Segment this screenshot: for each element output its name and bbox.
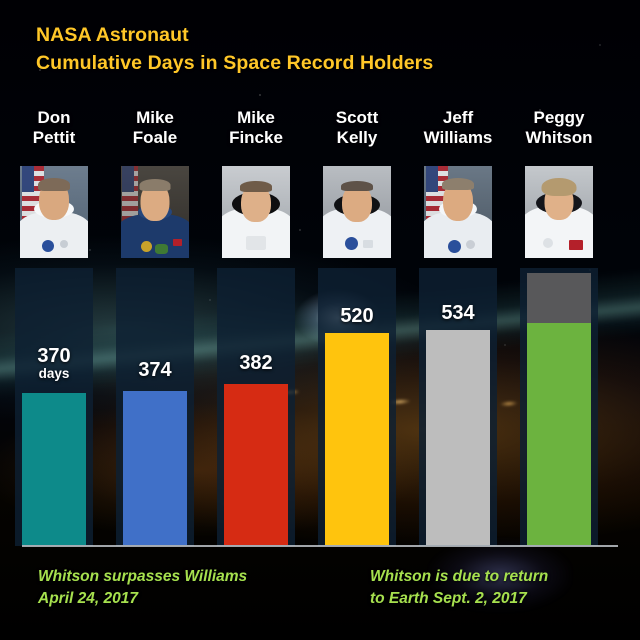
bar-fill-mike-fincke — [224, 384, 288, 545]
bar-fill-scott-kelly — [325, 333, 389, 545]
astronaut-name: Mike Foale — [132, 108, 178, 148]
caption-whitson-return-date: Whitson is due to return to Earth Sept. … — [370, 568, 549, 607]
bar-fill-jeff-williams — [426, 330, 490, 545]
bar-value-mike-fincke: 382 — [239, 352, 273, 374]
astronaut-photo-jeff-williams — [424, 166, 492, 258]
portrait-graphic — [222, 166, 290, 258]
astronaut-photo-peggy-whitson — [525, 166, 593, 258]
nebula-glow — [430, 540, 570, 610]
bar-track-mike-fincke: 382 — [217, 268, 295, 546]
portrait-graphic — [121, 166, 189, 258]
chart-column-jeff-williams: Jeff Williams — [416, 108, 500, 258]
bar-track-mike-foale: 374 — [116, 268, 194, 546]
astronaut-name: Don Pettit — [32, 108, 76, 148]
portrait-graphic — [20, 166, 88, 258]
astronaut-name: Scott Kelly — [335, 108, 379, 148]
bar-value-mike-foale: 374 — [138, 359, 172, 381]
portrait-graphic — [323, 166, 391, 258]
bar-value-jeff-williams: 534 — [441, 302, 475, 324]
portrait-graphic — [424, 166, 492, 258]
bar-fill-don-pettit — [22, 393, 86, 545]
bar-value-don-pettit: 370 days — [37, 345, 71, 382]
chart-baseline — [22, 545, 618, 547]
astronaut-photo-mike-foale — [121, 166, 189, 258]
bar-track-jeff-williams: 534 — [419, 268, 497, 546]
astronaut-photo-mike-fincke — [222, 166, 290, 258]
bar-fill-peggy-whitson — [527, 323, 591, 545]
chart-column-don-pettit: Don Pettit — [12, 108, 96, 258]
astronaut-name: Peggy Whitson — [525, 108, 593, 148]
astronaut-name: Mike Fincke — [229, 108, 283, 148]
bar-value-scott-kelly: 520 — [340, 305, 374, 327]
caption-whitson-surpasses-williams: Whitson surpasses Williams April 24, 201… — [38, 568, 248, 607]
portrait-graphic — [525, 166, 593, 258]
bar-projected-segment-peggy-whitson — [527, 273, 591, 323]
bar-track-peggy-whitson — [520, 268, 598, 546]
astronaut-photo-scott-kelly — [323, 166, 391, 258]
bar-track-don-pettit: 370 days — [15, 268, 93, 546]
bar-track-scott-kelly: 520 — [318, 268, 396, 546]
chart-column-scott-kelly: Scott Kelly — [315, 108, 399, 258]
page-title: NASA Astronaut Cumulative Days in Space … — [36, 22, 433, 77]
astronaut-photo-don-pettit — [20, 166, 88, 258]
chart-column-peggy-whitson: Peggy Whitson — [517, 108, 601, 258]
title-line-1: NASA Astronaut — [36, 24, 189, 46]
bar-fill-mike-foale — [123, 391, 187, 545]
chart-column-mike-fincke: Mike Fincke — [214, 108, 298, 258]
title-line-2: Cumulative Days in Space Record Holders — [36, 51, 434, 74]
astronaut-name: Jeff Williams — [423, 108, 493, 148]
chart-column-mike-foale: Mike Foale — [113, 108, 197, 258]
